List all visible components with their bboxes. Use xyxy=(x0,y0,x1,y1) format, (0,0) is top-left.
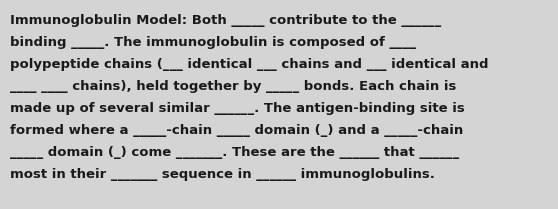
Text: made up of several similar ______. The antigen-binding site is: made up of several similar ______. The a… xyxy=(10,102,465,115)
Text: ____ ____ chains), held together by _____ bonds. Each chain is: ____ ____ chains), held together by ____… xyxy=(10,80,456,93)
Text: _____ domain (_) come _______. These are the ______ that ______: _____ domain (_) come _______. These are… xyxy=(10,146,459,159)
Text: Immunoglobulin Model: Both _____ contribute to the ______: Immunoglobulin Model: Both _____ contrib… xyxy=(10,14,441,27)
Text: most in their _______ sequence in ______ immunoglobulins.: most in their _______ sequence in ______… xyxy=(10,168,435,181)
Text: formed where a _____-chain _____ domain (_) and a _____-chain: formed where a _____-chain _____ domain … xyxy=(10,124,463,137)
Text: polypeptide chains (___ identical ___ chains and ___ identical and: polypeptide chains (___ identical ___ ch… xyxy=(10,58,488,71)
Text: binding _____. The immunoglobulin is composed of ____: binding _____. The immunoglobulin is com… xyxy=(10,36,416,49)
